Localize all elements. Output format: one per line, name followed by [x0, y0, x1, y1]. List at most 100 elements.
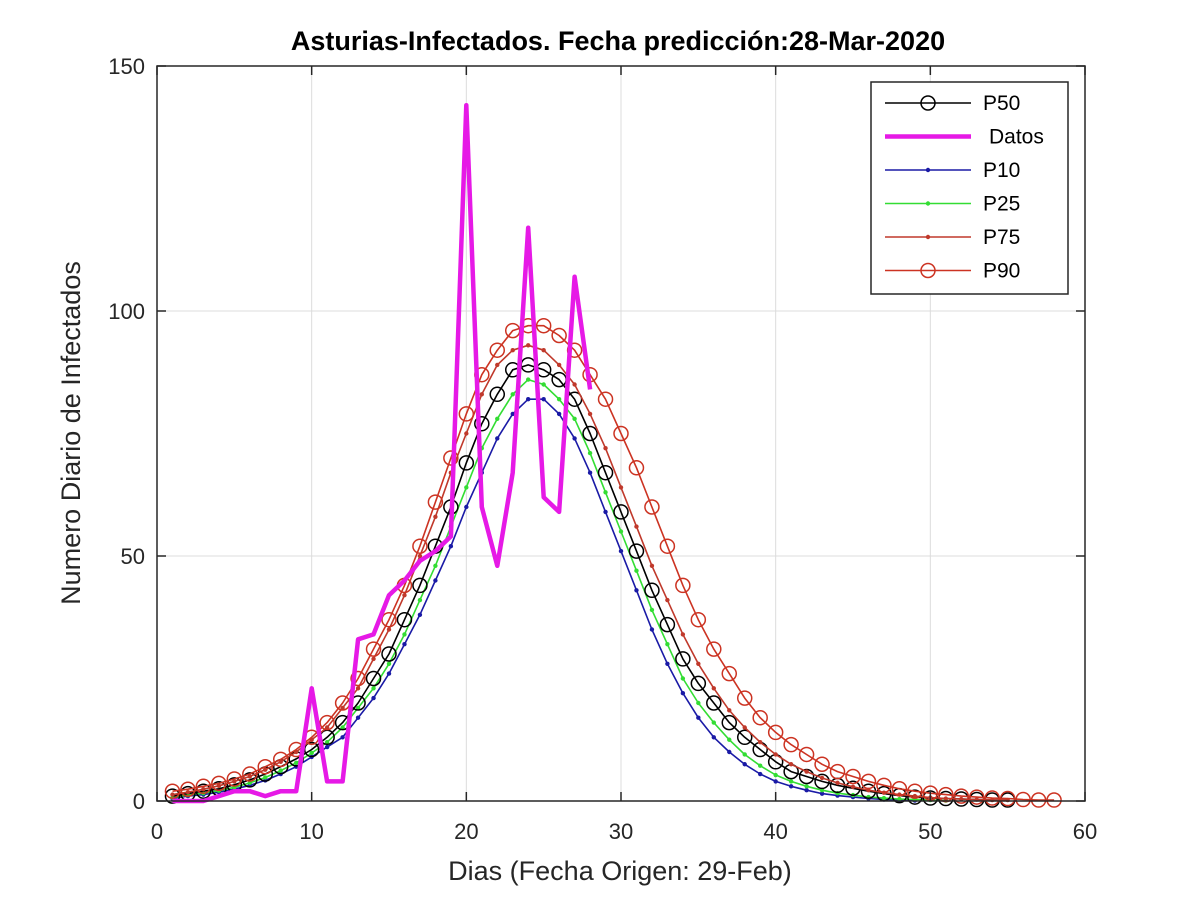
- data-point-p75: [711, 686, 716, 691]
- data-point-p75: [433, 514, 438, 519]
- data-point-p10: [634, 588, 639, 593]
- data-point-p90: [180, 781, 196, 797]
- data-point-p90: [860, 773, 877, 790]
- data-point-p10: [758, 771, 763, 777]
- data-point-p25: [433, 563, 438, 568]
- legend-label-datos: Datos: [989, 126, 1044, 149]
- legend-marker-p75: [925, 234, 931, 240]
- data-point-p10: [572, 436, 577, 441]
- data-point-p75: [556, 362, 562, 368]
- data-point-p50: [659, 616, 676, 633]
- data-point-p10: [819, 791, 825, 796]
- data-point-p25: [773, 772, 778, 778]
- data-point-p75: [665, 597, 670, 603]
- data-point-p25: [618, 529, 624, 534]
- axis-ticks: [156, 65, 1086, 802]
- legend-marker-p90: [920, 262, 936, 279]
- data-point-p90: [628, 460, 645, 476]
- data-point-p90: [876, 777, 892, 794]
- data-point-p75: [216, 783, 222, 789]
- data-point-p10: [495, 436, 500, 441]
- legend: P50 Datos P10 P25 P75 P90: [870, 81, 1069, 295]
- data-point-p75: [185, 789, 191, 795]
- data-point-p75: [866, 788, 871, 793]
- data-point-p10: [464, 504, 469, 510]
- data-point-p25: [758, 763, 763, 768]
- data-point-p90: [721, 665, 738, 682]
- data-point-p90: [891, 781, 908, 797]
- legend-marker-p25: [925, 201, 931, 206]
- data-point-p90: [613, 425, 629, 442]
- data-point-p90: [706, 641, 722, 657]
- data-point-p90: [211, 775, 227, 792]
- data-point-p75: [526, 343, 531, 348]
- data-point-p90: [458, 406, 475, 422]
- y-tick-label: 50: [121, 544, 145, 569]
- data-point-p50: [628, 543, 645, 559]
- data-point-p50: [458, 455, 475, 471]
- data-point-p75: [819, 775, 825, 781]
- tick-labels: 0 10 20 30 40 50 60 0 50 100 150: [108, 54, 1097, 844]
- data-point-p10: [587, 470, 593, 475]
- data-point-p50: [242, 772, 258, 788]
- data-point-p25: [294, 760, 299, 765]
- data-point-p25: [278, 768, 283, 773]
- data-point-p10: [618, 548, 624, 554]
- data-point-p25: [495, 416, 500, 421]
- legend-entry-p10: P10: [885, 159, 1020, 182]
- data-point-p10: [340, 735, 345, 740]
- data-point-p10: [665, 661, 670, 666]
- legend-label-p50: P50: [983, 92, 1020, 115]
- data-point-p25: [819, 788, 825, 793]
- y-axis-label: Numero Diario de Infectados: [56, 261, 86, 605]
- data-point-p75: [696, 661, 701, 666]
- data-point-p75: [371, 656, 376, 662]
- data-point-p50: [396, 611, 413, 628]
- y-tick-label: 150: [108, 54, 145, 79]
- data-point-p50: [690, 675, 707, 692]
- data-point-p75: [417, 553, 423, 559]
- data-point-p25: [603, 490, 608, 495]
- data-point-p90: [195, 778, 212, 795]
- data-point-p10: [371, 695, 376, 701]
- data-point-p75: [510, 348, 515, 353]
- data-point-p50: [489, 386, 506, 403]
- data-point-p10: [711, 735, 716, 740]
- data-point-p25: [634, 568, 639, 573]
- data-point-p75: [773, 752, 778, 757]
- data-point-p90: [1015, 791, 1031, 808]
- data-point-p90: [783, 736, 799, 753]
- data-point-p75: [263, 767, 268, 772]
- data-point-p90: [319, 714, 335, 731]
- data-point-p75: [603, 446, 608, 451]
- data-point-p90: [690, 611, 707, 628]
- data-point-p75: [201, 787, 206, 792]
- data-point-p75: [479, 392, 484, 397]
- data-point-p25: [556, 397, 562, 402]
- data-point-p10: [355, 715, 361, 720]
- data-point-p90: [443, 450, 459, 466]
- data-point-p25: [355, 705, 361, 711]
- data-point-p90: [381, 611, 397, 628]
- data-point-p75: [247, 774, 252, 779]
- data-point-p90: [953, 788, 970, 804]
- data-point-p25: [804, 784, 809, 789]
- data-point-p25: [402, 632, 407, 637]
- data-point-p75: [758, 740, 763, 745]
- data-point-p25: [526, 377, 531, 382]
- data-point-p90: [968, 789, 985, 805]
- data-point-p75: [402, 593, 407, 598]
- data-point-p75: [355, 686, 361, 691]
- data-point-p50: [613, 504, 629, 520]
- data-point-p75: [170, 792, 175, 797]
- data-point-p75: [232, 779, 237, 784]
- data-point-p10: [526, 397, 531, 402]
- series-line-datos: [172, 102, 593, 804]
- data-point-p10: [541, 397, 546, 402]
- data-point-p25: [324, 740, 330, 745]
- data-point-p25: [247, 780, 252, 786]
- legend-label-p75: P75: [983, 226, 1020, 249]
- data-point-p90: [907, 783, 923, 799]
- data-point-p50: [597, 464, 614, 481]
